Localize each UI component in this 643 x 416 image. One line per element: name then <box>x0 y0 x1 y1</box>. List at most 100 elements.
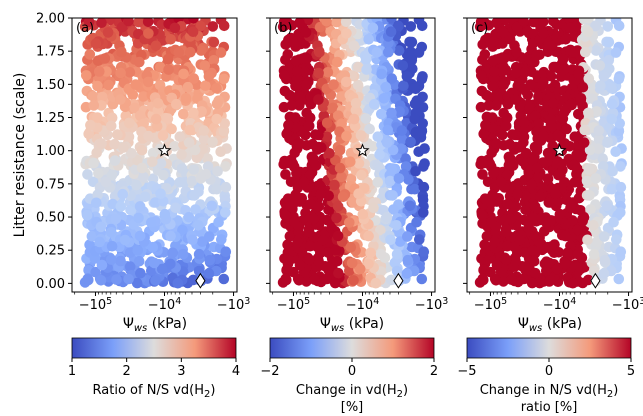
scatter-point <box>363 34 375 45</box>
colorbar-tick-label: −2 <box>260 364 279 379</box>
scatter-point <box>279 209 291 221</box>
scatter-point <box>188 73 200 84</box>
scatter-point <box>95 275 107 286</box>
scatter-point <box>150 275 161 286</box>
y-tick-label: 0.25 <box>36 244 65 259</box>
scatter-point <box>501 169 513 181</box>
scatter-point <box>281 18 293 28</box>
scatter-point <box>418 207 429 218</box>
scatter-point <box>550 61 561 73</box>
scatter-point <box>585 204 596 215</box>
scatter-point <box>566 98 577 110</box>
scatter-point <box>106 240 118 252</box>
scatter-point <box>115 201 127 212</box>
scatter-point <box>202 153 213 164</box>
scatter-point <box>483 157 494 169</box>
scatter-point <box>294 138 305 149</box>
scatter-point <box>291 167 302 179</box>
scatter-point <box>218 73 230 85</box>
scatter-point <box>176 149 187 160</box>
scatter-point <box>313 201 325 212</box>
scatter-point <box>86 230 98 242</box>
scatter-point <box>301 79 312 91</box>
scatter-point <box>331 18 342 28</box>
scatter-point <box>354 263 366 275</box>
x-tick-label: −105 <box>474 296 507 313</box>
scatter-point <box>510 201 522 212</box>
scatter-point <box>92 189 103 200</box>
scatter-point <box>337 191 349 203</box>
scatter-point <box>304 227 315 238</box>
colorbar-tick-label: 2 <box>123 364 131 379</box>
scatter-point <box>316 142 327 153</box>
scatter-point <box>588 220 599 231</box>
scatter-point <box>519 261 531 272</box>
scatter-point <box>131 179 142 191</box>
scatter-point <box>292 66 303 77</box>
scatter-point <box>332 201 344 212</box>
scatter-point <box>218 20 230 32</box>
scatter-point <box>196 106 207 117</box>
scatter-point <box>211 183 223 195</box>
scatter-point <box>582 234 593 246</box>
scatter-point <box>162 113 174 124</box>
scatter-point <box>103 79 114 91</box>
scatter-point <box>557 53 569 65</box>
scatter-point <box>300 27 312 38</box>
scatter-point <box>313 94 324 105</box>
scatter-point <box>599 231 610 242</box>
scatter-point <box>561 123 572 135</box>
scatter-point <box>331 212 342 224</box>
scatter-point <box>106 112 118 124</box>
scatter-point <box>538 28 549 39</box>
scatter-point <box>130 79 141 90</box>
scatter-point <box>502 198 513 210</box>
scatter-point <box>163 64 174 75</box>
scatter-point <box>401 268 413 279</box>
scatter-point <box>405 21 417 32</box>
scatter-point <box>155 158 167 169</box>
scatter-point <box>100 176 112 188</box>
scatter-point <box>97 91 108 103</box>
scatter-point <box>289 147 301 159</box>
scatter-point <box>518 117 530 129</box>
scatter-point <box>615 246 627 257</box>
panel-b: (b) −105 −104 −103 Ψws (kPa) <box>266 17 448 334</box>
x-tick-label: −104 <box>543 296 576 313</box>
scatter-point <box>490 275 502 286</box>
scatter-point <box>607 166 618 177</box>
scatter-point <box>91 147 102 159</box>
scatter-point <box>478 274 489 286</box>
scatter-point <box>106 169 118 181</box>
scatter-point <box>382 124 394 136</box>
colorbar-c: −5 0 5 Change in N/S vd(H2) ratio [%] <box>457 337 635 415</box>
scatter-point <box>189 190 200 201</box>
scatter-point <box>189 144 201 156</box>
scatter-point <box>531 162 543 174</box>
panel-a-label: (a) <box>76 21 94 36</box>
scatter-point <box>384 175 396 187</box>
scatter-point <box>355 130 367 141</box>
scatter-point <box>369 98 380 110</box>
scatter-point <box>159 208 171 220</box>
scatter-point <box>133 255 145 267</box>
scatter-point <box>213 216 224 228</box>
panel-c-label: (c) <box>471 21 488 36</box>
panel-c-x-axis-label: Ψws (kPa) <box>518 316 582 334</box>
scatter-point <box>184 124 195 136</box>
scatter-point <box>554 208 566 220</box>
scatter-point <box>117 188 128 200</box>
scatter-point <box>386 73 398 84</box>
scatter-point <box>568 47 580 58</box>
scatter-point <box>172 277 184 289</box>
scatter-point <box>105 120 117 132</box>
scatter-point <box>526 179 537 191</box>
scatter-point <box>334 144 346 156</box>
scatter-point <box>303 120 315 132</box>
x-tick-label: −103 <box>217 296 250 313</box>
scatter-point <box>409 183 421 195</box>
scatter-point <box>391 248 403 260</box>
scatter-point <box>533 91 544 102</box>
scatter-point <box>510 67 521 79</box>
panel-c-y-ticks <box>463 17 467 284</box>
